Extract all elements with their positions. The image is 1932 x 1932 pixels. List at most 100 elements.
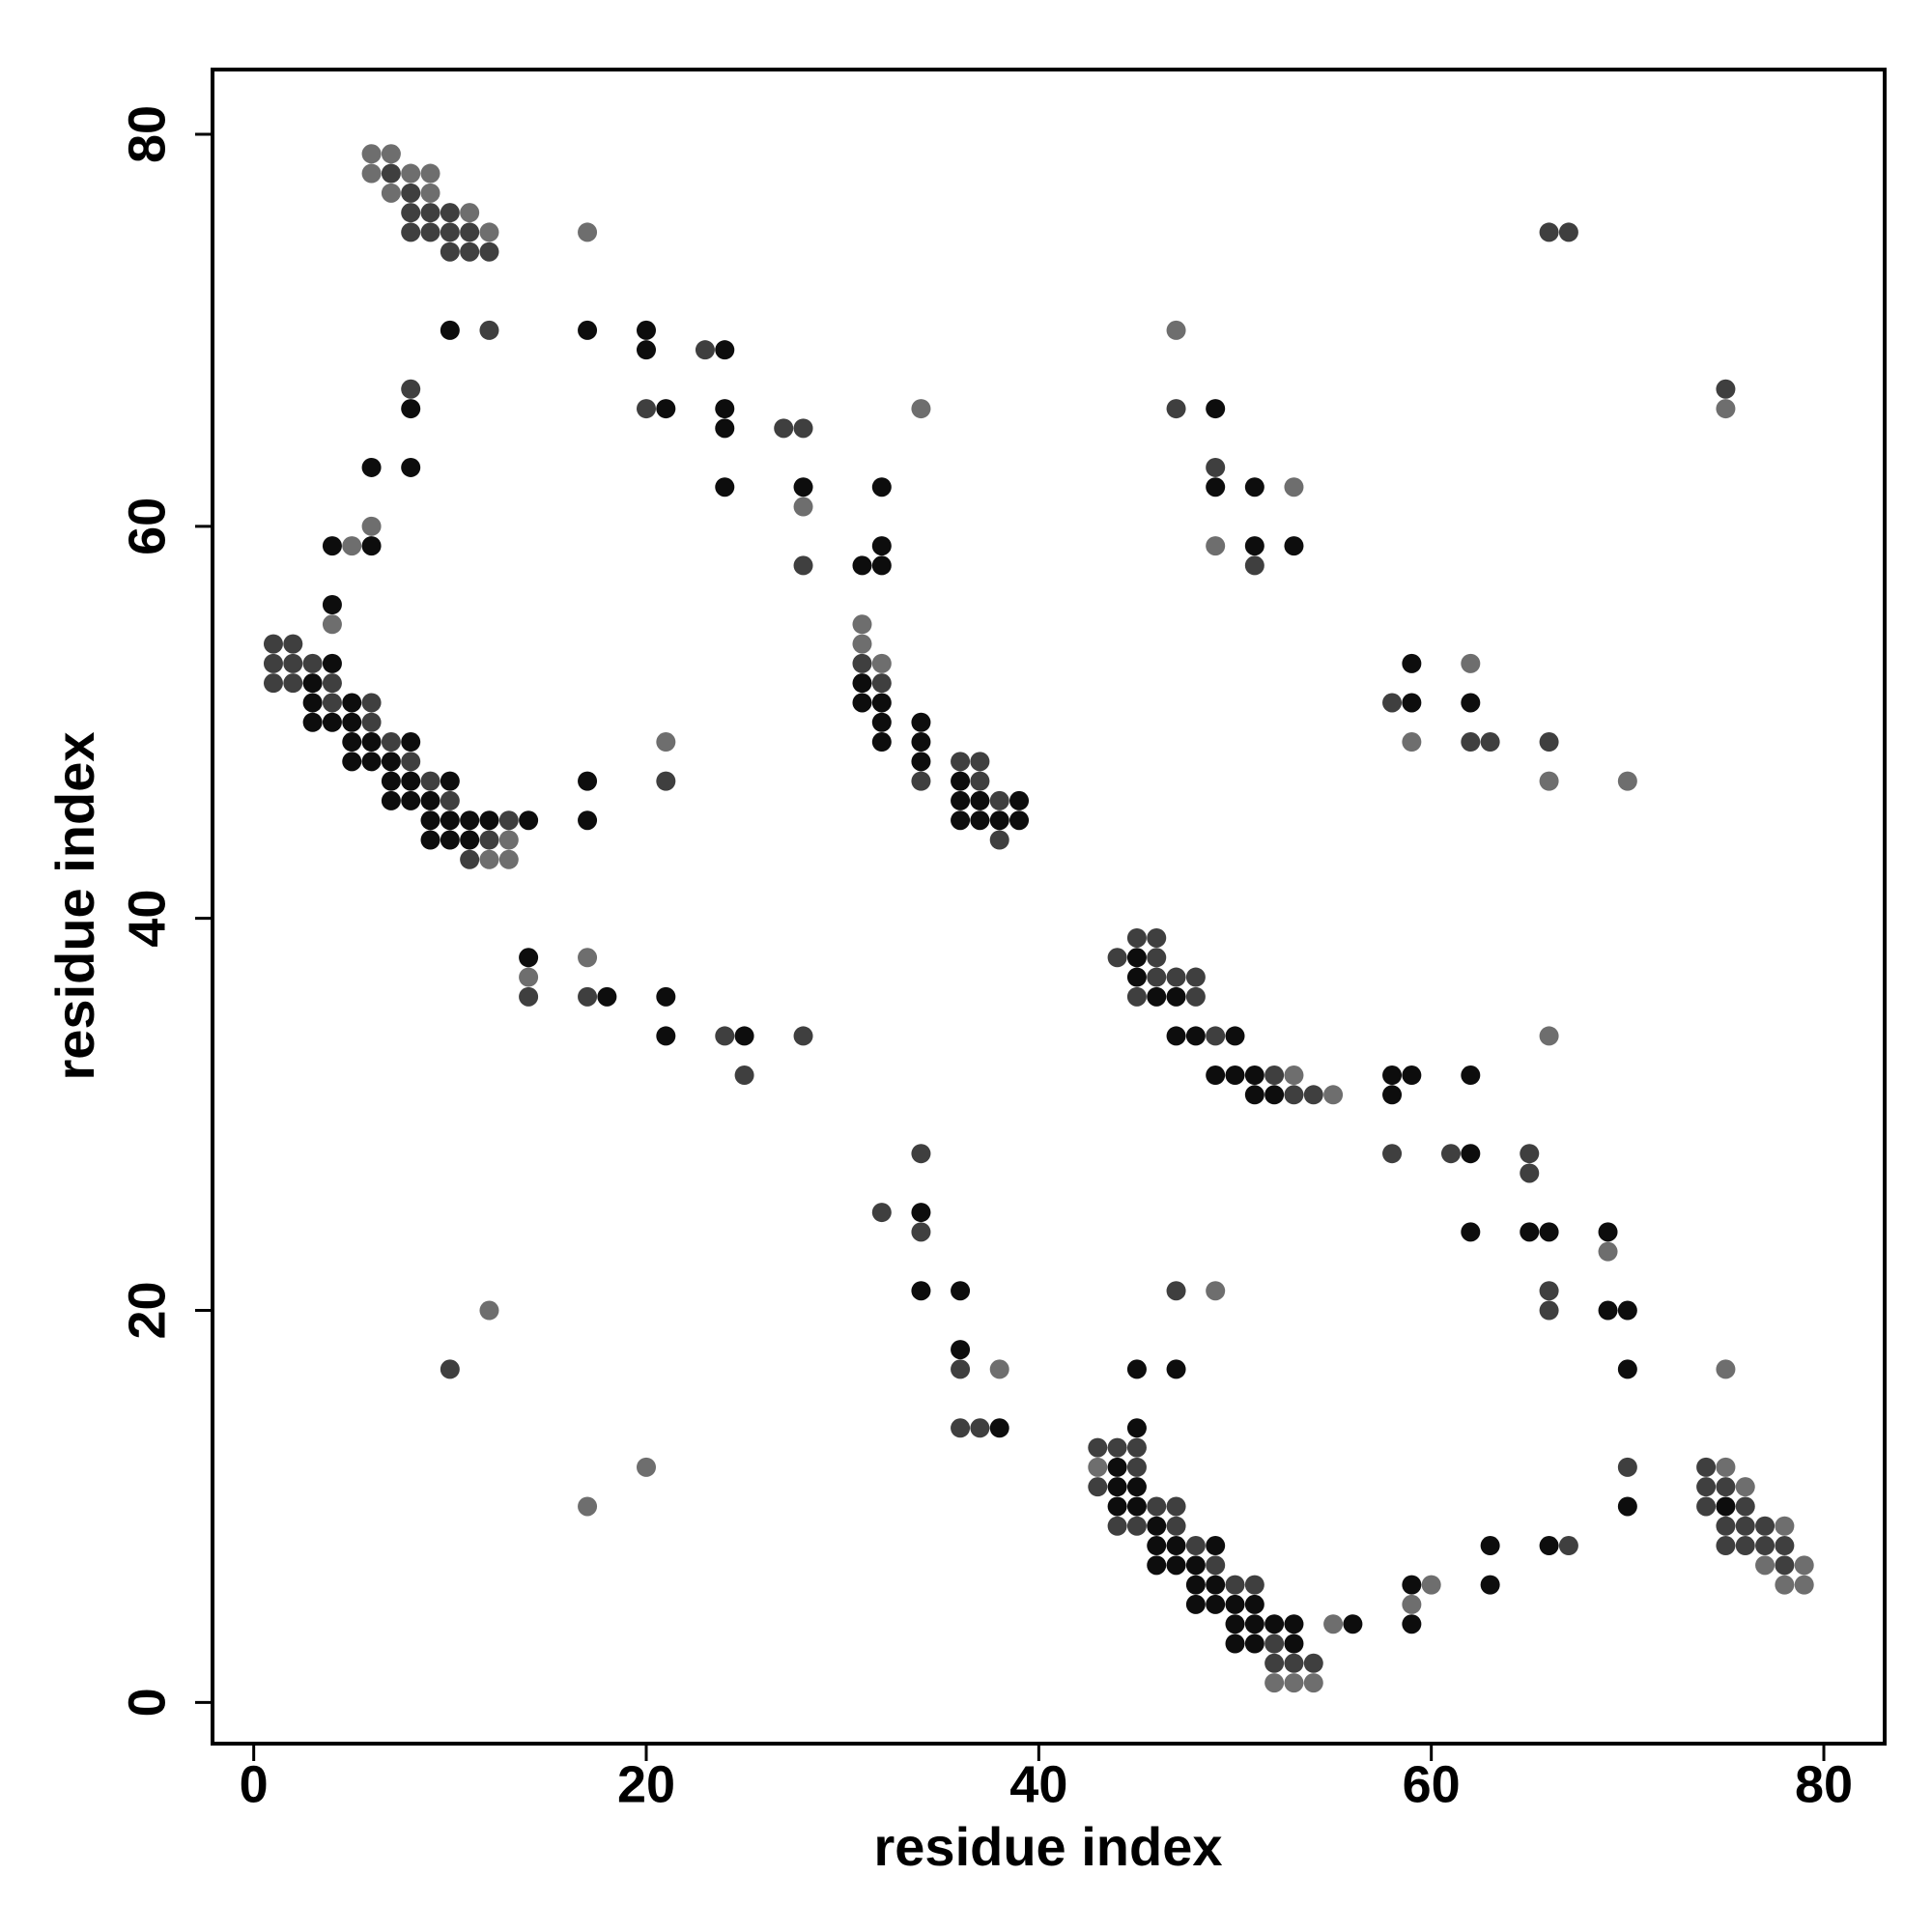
point [951,1281,971,1301]
point [1126,1477,1147,1497]
point [263,634,283,654]
point [1185,1026,1206,1046]
point [1206,1594,1226,1614]
point [951,771,971,791]
point [871,1203,892,1223]
point [1461,732,1481,753]
point [1755,1516,1776,1536]
point [1009,810,1030,831]
point [1126,1457,1147,1477]
point [1126,927,1147,948]
point [1147,1555,1167,1576]
point [1166,1516,1186,1536]
point [734,1026,754,1046]
point [1225,1594,1245,1614]
point [1206,1065,1226,1086]
point [460,222,480,242]
point [1166,967,1186,987]
point [1088,1457,1108,1477]
point [322,712,342,732]
point [1539,732,1559,753]
point [460,242,480,262]
point [1598,1300,1618,1321]
point [1107,1437,1127,1458]
point [361,457,382,477]
point [1264,1673,1285,1693]
point [1206,1575,1226,1595]
point [715,399,735,419]
point [1716,1496,1736,1517]
point [1166,986,1186,1007]
point [1461,1144,1481,1164]
point [420,163,440,184]
point [401,203,421,223]
point [401,752,421,772]
point [1244,1575,1264,1595]
point [852,673,872,694]
point [302,673,323,694]
point [1558,1536,1578,1556]
point [871,732,892,753]
point [479,320,499,340]
point [1520,1222,1540,1242]
point [1244,477,1264,497]
point [1107,1457,1127,1477]
point [578,986,598,1007]
point [479,830,499,850]
point [989,1418,1009,1438]
point [1107,948,1127,968]
point [322,536,342,556]
point [715,1026,735,1046]
y-tick-label: 0 [118,1688,176,1717]
point [1696,1496,1717,1517]
point [1284,1673,1304,1693]
point [1558,222,1578,242]
point [1461,1065,1481,1086]
point [852,634,872,654]
point [1735,1536,1755,1556]
point [989,1359,1009,1379]
point [989,810,1009,831]
point [1185,967,1206,987]
point [1716,1359,1736,1379]
point [1480,1536,1500,1556]
point [1225,1026,1245,1046]
point [479,810,499,831]
point [1402,732,1422,753]
point [1126,1496,1147,1517]
point [1402,1594,1422,1614]
point [1539,1281,1559,1301]
point [1206,1281,1226,1301]
point [1284,1085,1304,1105]
point [1539,222,1559,242]
point [361,536,382,556]
point [1617,1496,1637,1517]
point [322,614,342,635]
point [361,693,382,713]
point [381,771,401,791]
point [420,790,440,810]
point [1166,1536,1186,1556]
point [871,477,892,497]
point [1539,1026,1559,1046]
point [951,1418,971,1438]
point [1244,536,1264,556]
point [1520,1163,1540,1183]
point [1323,1614,1344,1634]
point [1775,1516,1795,1536]
point [1166,1555,1186,1576]
point [1421,1575,1441,1595]
point [1402,1575,1422,1595]
point [1617,1300,1637,1321]
point [1225,1065,1245,1086]
point [440,771,460,791]
point [1480,732,1500,753]
point [578,810,598,831]
x-tick-label: 40 [1009,1755,1067,1813]
point [637,1457,657,1477]
point [970,810,990,831]
x-tick-label: 20 [617,1755,675,1813]
point [911,399,931,419]
point [342,536,362,556]
point [1147,927,1167,948]
